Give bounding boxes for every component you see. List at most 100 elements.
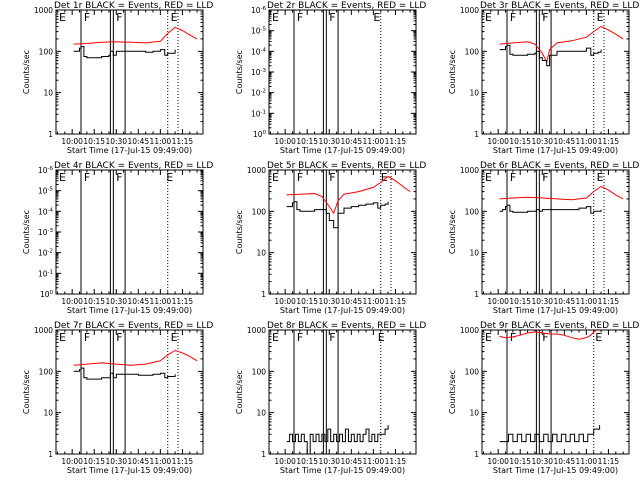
y-tick-label: 100 <box>39 367 54 376</box>
marker-letter: E <box>166 171 173 184</box>
x-tick-label: 10:15 <box>296 297 318 306</box>
marker-letter: F <box>329 11 335 24</box>
y-tick-exponent: -1 <box>48 269 53 275</box>
y-tick-label: 100 <box>465 47 480 56</box>
x-tick-label: 10:00 <box>487 137 509 146</box>
panel-title: Det 4r BLACK = Events, RED = LLD <box>54 161 213 171</box>
y-tick-label: 10-2 <box>251 89 266 98</box>
marker-letter: E <box>59 11 66 24</box>
y-tick-exponent: -6 <box>48 166 54 172</box>
y-axis-label: Counts/sec <box>448 210 457 254</box>
marker-letter: F <box>510 11 516 24</box>
y-tick-exponent: -4 <box>48 207 54 213</box>
y-axis-label: Counts/sec <box>22 50 31 94</box>
y-tick-exponent: -6 <box>261 6 267 12</box>
x-tick-label: 11:00 <box>150 137 172 146</box>
x-tick-label: 10:45 <box>554 137 576 146</box>
y-tick-label: 1000 <box>34 326 53 335</box>
panel-det1: Det 1r BLACK = Events, RED = LLD11010010… <box>22 1 213 155</box>
x-tick-label: 10:45 <box>128 297 150 306</box>
y-tick-label: 1000 <box>460 166 479 175</box>
y-tick-label: 1 <box>474 450 479 459</box>
y-axis-label: Counts/sec <box>448 370 457 414</box>
panel-det4: Det 4r BLACK = Events, RED = LLD10010-11… <box>22 161 213 315</box>
plot-frame <box>55 169 204 295</box>
y-tick-label: 10-6 <box>251 6 267 15</box>
panel-det6: Det 6r BLACK = Events, RED = LLD11010010… <box>448 161 639 315</box>
y-tick-exponent: -2 <box>261 89 266 95</box>
x-tick-label: 11:00 <box>363 297 385 306</box>
x-tick-label: 10:15 <box>509 137 531 146</box>
x-axis-label: Start Time (17-Jul-15 09:49:00) <box>280 146 405 155</box>
plot-frame <box>55 9 204 135</box>
x-axis-label: Start Time (17-Jul-15 09:49:00) <box>67 306 192 315</box>
y-tick-label: 1000 <box>247 326 266 335</box>
plot-frame <box>268 9 417 135</box>
y-tick-label: 100 <box>39 47 54 56</box>
x-tick-label: 11:00 <box>363 457 385 466</box>
plot-frame <box>268 169 417 295</box>
y-tick-label: 1 <box>474 130 479 139</box>
x-tick-label: 10:45 <box>341 137 363 146</box>
marker-letter: F <box>297 171 303 184</box>
x-tick-label: 11:00 <box>576 137 598 146</box>
x-tick-label: 10:00 <box>274 457 296 466</box>
y-tick-label: 1 <box>261 450 266 459</box>
x-tick-label: 11:15 <box>385 457 407 466</box>
x-axis: 10:00 10:15 10:30 10:45 11:00 11:15 <box>482 10 624 146</box>
marker-letter: F <box>329 171 335 184</box>
y-tick-label: 10-5 <box>38 187 54 196</box>
y-tick-label: 100 <box>465 367 480 376</box>
y-tick-label: 1000 <box>460 326 479 335</box>
panel-det8: Det 8r BLACK = Events, RED = LLD11010010… <box>235 321 426 475</box>
panel-det5: Det 5r BLACK = Events, RED = LLD11010010… <box>235 161 426 315</box>
y-tick-label: 100 <box>253 130 267 139</box>
y-tick-label: 10-4 <box>251 47 267 56</box>
marker-letter: F <box>510 171 516 184</box>
y-tick-exponent: -4 <box>261 47 267 53</box>
panel-title: Det 7r BLACK = Events, RED = LLD <box>54 321 213 331</box>
marker-letter: F <box>542 331 548 344</box>
y-tick-label: 100 <box>465 207 480 216</box>
x-axis: 10:00 10:15 10:30 10:45 11:00 11:15 <box>56 170 198 306</box>
x-tick-label: 11:00 <box>576 297 598 306</box>
marker-letter: F <box>84 331 90 344</box>
y-tick-exponent: -5 <box>261 27 267 33</box>
y-tick-label: 1 <box>261 290 266 299</box>
marker-letter: E <box>59 171 66 184</box>
y-tick-exponent: 0 <box>50 290 54 296</box>
y-axis-label: Counts/sec <box>448 50 457 94</box>
lld-series-line <box>499 25 624 64</box>
x-tick-label: 10:15 <box>83 137 105 146</box>
plot-frame <box>55 329 204 455</box>
x-axis-label: Start Time (17-Jul-15 09:49:00) <box>67 146 192 155</box>
marker-letter: F <box>542 171 548 184</box>
x-axis: 10:00 10:15 10:30 10:45 11:00 11:15 <box>482 170 624 306</box>
y-axis: 1 10 100 1000 <box>460 6 629 139</box>
x-tick-label: 10:45 <box>554 457 576 466</box>
panel-det9: Det 9r BLACK = Events, RED = LLD11010010… <box>448 321 639 475</box>
y-tick-label: 10 <box>469 249 479 258</box>
y-tick-label: 10 <box>469 89 479 98</box>
marker-letter: F <box>297 11 303 24</box>
marker-letter: E <box>597 11 604 24</box>
x-tick-label: 11:15 <box>172 137 194 146</box>
events-series-line <box>286 425 389 454</box>
y-tick-label: 10-1 <box>38 269 53 278</box>
x-tick-label: 10:45 <box>128 137 150 146</box>
x-tick-label: 10:15 <box>509 457 531 466</box>
y-tick-label: 10-3 <box>251 68 267 77</box>
x-tick-label: 10:30 <box>105 457 127 466</box>
y-axis: 100 10-1 10-2 10-3 10-4 10-5 10-6 <box>251 6 416 139</box>
x-tick-label: 10:00 <box>61 457 83 466</box>
x-tick-label: 11:15 <box>385 137 407 146</box>
x-tick-label: 10:30 <box>531 137 553 146</box>
marker-letter: F <box>84 11 90 24</box>
events-series-line <box>286 201 389 229</box>
y-tick-exponent: -3 <box>261 68 267 74</box>
y-axis-label: Counts/sec <box>235 370 244 414</box>
y-tick-exponent: -5 <box>48 187 54 193</box>
panel-det2: Det 2r BLACK = Events, RED = LLD10010-11… <box>235 1 426 155</box>
x-tick-label: 11:00 <box>363 137 385 146</box>
y-tick-exponent: -2 <box>48 249 53 255</box>
